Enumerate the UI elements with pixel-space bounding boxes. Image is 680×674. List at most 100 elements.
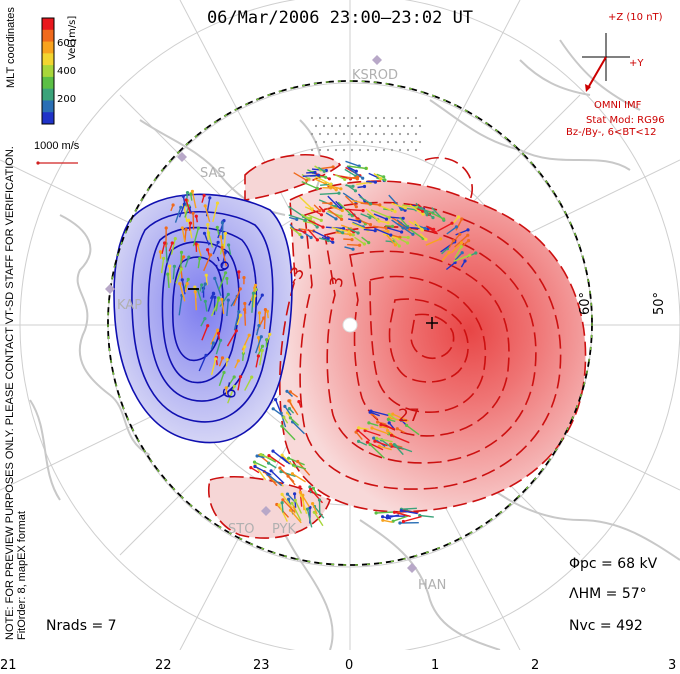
vector-origin-dot <box>196 226 200 230</box>
velocity-vector <box>197 258 201 269</box>
vector-origin-dot <box>295 217 299 221</box>
vector-origin-dot <box>432 227 436 231</box>
vector-origin-dot <box>357 439 361 443</box>
vector-origin-dot <box>403 208 407 212</box>
velocity-vector <box>282 499 296 513</box>
vector-origin-dot <box>373 229 377 233</box>
vector-origin-dot <box>253 464 257 469</box>
vector-origin-dot <box>203 299 207 303</box>
vector-origin-dot <box>185 191 190 195</box>
vector-origin-dot <box>423 226 427 230</box>
vector-origin-dot <box>259 335 263 339</box>
velocity-vector <box>374 440 388 447</box>
vector-origin-dot <box>457 215 461 219</box>
vector-origin-dot <box>224 271 228 275</box>
vector-origin-dot <box>313 170 317 175</box>
vector-origin-dot <box>269 469 273 473</box>
velocity-vector <box>357 429 371 442</box>
model-dot <box>314 140 318 144</box>
stat-model-bin-label: Bz-/By-, 6<BT<12 <box>566 127 657 138</box>
vector-origin-dot <box>257 324 261 328</box>
vector-origin-dot <box>340 208 344 213</box>
velocity-vector <box>192 227 200 247</box>
vector-origin-dot <box>315 238 319 242</box>
velocity-vector <box>218 272 227 290</box>
model-dot <box>338 124 342 128</box>
vector-origin-dot <box>285 389 289 393</box>
velocity-vector <box>455 229 469 236</box>
vector-origin-dot <box>243 301 247 306</box>
vector-origin-dot <box>351 233 355 237</box>
velocity-vector <box>370 209 390 218</box>
velocity-vector <box>167 274 170 288</box>
potential-max-marker <box>426 317 438 329</box>
vector-origin-dot <box>305 507 310 511</box>
model-dot <box>322 124 326 128</box>
vector-origin-dot <box>384 226 388 230</box>
velocity-vector <box>420 206 434 219</box>
velocity-vector <box>454 234 469 248</box>
vector-origin-dot <box>193 290 197 294</box>
imf-bz-label: +Z (10 nT) <box>608 12 663 23</box>
model-dot <box>378 124 382 128</box>
velocity-vector <box>294 500 303 514</box>
model-dot <box>374 132 378 136</box>
vector-origin-dot <box>329 182 333 186</box>
vector-origin-dot <box>300 235 304 239</box>
vector-origin-dot <box>356 231 360 235</box>
model-dot <box>398 132 402 136</box>
mlt-label-3: 3 <box>668 658 677 673</box>
velocity-vector <box>178 203 186 218</box>
vector-origin-dot <box>208 196 212 200</box>
model-dot <box>342 148 346 152</box>
model-dot <box>322 140 326 144</box>
velocity-vector <box>331 226 350 233</box>
model-dot <box>390 116 394 120</box>
vector-origin-dot <box>202 231 207 235</box>
velocity-vector <box>292 473 306 483</box>
vector-origin-dot <box>420 228 424 232</box>
vector-origin-dot <box>216 240 220 244</box>
vector-origin-dot <box>373 180 377 184</box>
velocity-vector <box>301 180 318 190</box>
velocity-vector <box>406 424 420 436</box>
velocity-vector <box>307 214 322 222</box>
station-label-sto: STO <box>228 522 255 537</box>
colorbar-tick-600: 600 <box>57 38 77 49</box>
vector-origin-dot <box>393 243 397 247</box>
velocity-vector <box>373 225 387 229</box>
vector-origin-dot <box>182 255 186 259</box>
mlt-label-2: 2 <box>531 658 540 673</box>
vector-origin-dot <box>357 426 361 430</box>
model-vector-dots <box>310 116 422 152</box>
vector-origin-dot <box>281 498 285 502</box>
vector-origin-dot <box>200 283 204 287</box>
vector-origin-dot <box>220 246 224 250</box>
model-dot <box>330 124 334 128</box>
vector-origin-dot <box>180 278 184 282</box>
velocity-vector <box>178 295 183 316</box>
velocity-vector <box>184 256 190 268</box>
vector-origin-dot <box>209 253 213 257</box>
mlt-label-22: 22 <box>155 658 172 673</box>
velocity-vector <box>347 227 359 234</box>
vector-origin-dot <box>341 231 345 235</box>
velocity-vector <box>354 236 365 245</box>
vector-origin-dot <box>280 492 284 496</box>
vector-origin-dot <box>387 421 391 425</box>
velocity-vector <box>392 515 410 522</box>
vector-origin-dot <box>222 370 226 375</box>
vector-origin-dot <box>184 198 188 202</box>
velocity-vector <box>268 455 286 468</box>
vector-origin-dot <box>318 209 322 213</box>
velocity-vector <box>181 279 186 295</box>
vector-origin-dot <box>179 250 184 254</box>
vector-origin-dot <box>365 440 369 444</box>
vector-origin-dot <box>411 232 415 236</box>
model-dot <box>366 132 370 136</box>
velocity-vector <box>389 417 408 423</box>
model-dot <box>342 116 346 120</box>
vector-origin-dot <box>226 298 230 302</box>
velocity-vector <box>401 507 417 510</box>
velocity-vector <box>219 294 229 307</box>
